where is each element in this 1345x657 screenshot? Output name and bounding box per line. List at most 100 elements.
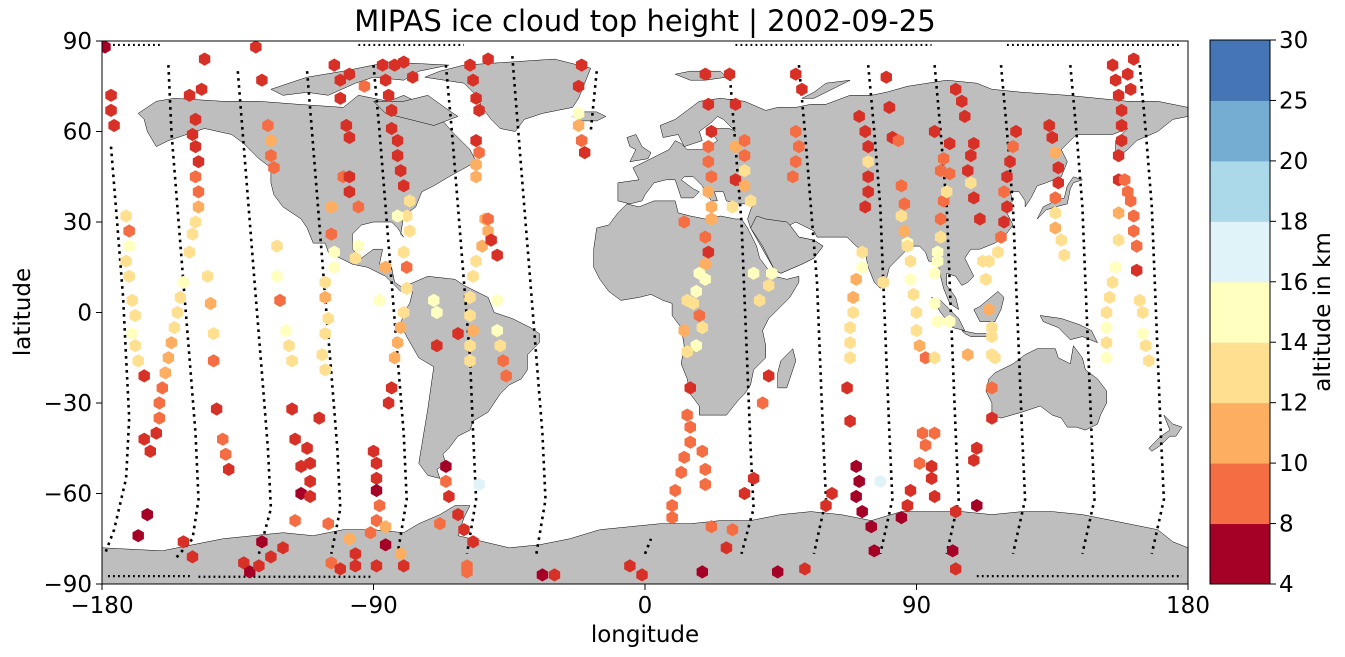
cloud-hex-cell: [1100, 321, 1113, 335]
cloud-hex-cell: [452, 508, 464, 522]
cloud-hex-cell: [404, 194, 416, 208]
cloud-hex-cell: [913, 339, 926, 353]
cloud-hex-cell: [132, 354, 144, 368]
cloud-hex-cell: [738, 179, 751, 193]
cloud-hex-cell: [636, 568, 648, 582]
cloud-hex-cell: [699, 257, 711, 271]
cloud-hex-cell: [844, 336, 856, 350]
cloud-hex-cell: [385, 381, 398, 395]
orbit-track: [305, 71, 342, 555]
cloud-hex-cell: [123, 269, 135, 283]
cloud-hex-cell: [738, 149, 751, 163]
cloud-hex-cell: [1043, 118, 1055, 133]
cloud-hex-cell: [1001, 170, 1013, 184]
cloud-hex-cell: [928, 124, 941, 139]
cloud-hex-cell: [156, 381, 168, 395]
cloud-hex-cell: [391, 149, 404, 163]
cloud-hex-cell: [123, 239, 135, 253]
cloud-hex-cell: [1131, 239, 1143, 253]
cloud-hex-cell: [223, 462, 235, 476]
cloud-hex-cell: [826, 486, 838, 501]
cloud-hex-cell: [959, 109, 971, 123]
cloud-hex-cell: [398, 245, 410, 259]
cloud-hex-cell: [1137, 305, 1149, 320]
cloud-hex-cell: [138, 369, 150, 383]
cloud-hex-cell: [934, 164, 947, 178]
cloud-hex-cell: [847, 305, 859, 320]
cloud-hex-cell: [1010, 124, 1022, 139]
cloud-hex-cell: [901, 499, 914, 513]
cloud-hex-cell: [753, 293, 766, 307]
cloud-hex-cell: [313, 411, 325, 425]
cloud-hex-cell: [696, 321, 708, 335]
cloud-hex-cell: [177, 535, 190, 549]
cloud-hex-cell: [391, 134, 404, 148]
cloud-hex-cell: [678, 215, 690, 229]
cloud-hex-cell: [183, 245, 196, 259]
cloud-hex-cell: [376, 58, 389, 72]
cloud-hex-cell: [105, 103, 117, 117]
cloud-hex-cell: [464, 339, 476, 353]
cloud-hex-cell: [1128, 52, 1140, 66]
cloud-hex-cell: [1143, 354, 1155, 368]
colorbar-segment: [1210, 221, 1270, 283]
cloud-hex-cell: [1001, 200, 1013, 214]
colorbar-tick-label: 25: [1279, 88, 1308, 114]
cloud-hex-cell: [696, 565, 708, 579]
cloud-hex-cell: [177, 275, 190, 289]
cloud-hex-cell: [862, 155, 874, 169]
cloud-hex-cell: [763, 278, 775, 292]
cloud-hex-cell: [853, 109, 865, 123]
cloud-hex-cell: [941, 185, 953, 199]
cloud-hex-cell: [304, 474, 316, 488]
cloud-hex-cell: [349, 559, 362, 573]
cloud-hex-cell: [183, 88, 196, 102]
cloud-hex-cell: [1106, 275, 1119, 289]
cloud-hex-cell: [1134, 293, 1146, 307]
cloud-hex-cell: [301, 441, 313, 455]
cloud-hex-cell: [274, 293, 286, 307]
cloud-hex-cell: [693, 308, 705, 323]
cloud-hex-cell: [934, 212, 947, 226]
cloud-hex-cell: [699, 477, 711, 492]
cloud-hex-cell: [476, 239, 488, 253]
new-guinea-land: [1039, 315, 1099, 344]
cloud-hex-cell: [690, 339, 702, 353]
cloud-hex-cell: [726, 523, 739, 537]
cloud-hex-cell: [491, 324, 503, 338]
cloud-hex-cell: [391, 336, 404, 350]
cloud-hex-cell: [763, 369, 775, 383]
cloud-hex-cell: [793, 140, 805, 154]
cloud-hex-cell: [850, 272, 862, 286]
orbit-track: [866, 64, 894, 555]
cloud-hex-cell: [431, 305, 443, 320]
cloud-hex-cell: [207, 327, 220, 341]
cloud-hex-cell: [141, 508, 153, 522]
cloud-hex-cell: [349, 547, 362, 561]
orbit-track: [372, 64, 409, 555]
cloud-hex-cell: [986, 411, 998, 425]
cloud-hex-cell: [394, 164, 407, 178]
cloud-hex-cell: [265, 550, 277, 564]
cloud-hex-cell: [744, 194, 757, 208]
cloud-hex-cell: [572, 79, 585, 93]
cloud-hex-cell: [720, 541, 733, 555]
cloud-hex-cell: [328, 260, 340, 274]
orbit-track: [728, 71, 755, 555]
cloud-hex-cell: [244, 565, 256, 579]
cloud-hex-cell: [738, 134, 751, 148]
cloud-hex-cell: [358, 79, 371, 93]
cloud-hex-cell: [1137, 327, 1149, 341]
cloud-hex-cell: [458, 523, 470, 537]
cloud-hex-cell: [1122, 67, 1134, 81]
cloud-hex-cell: [289, 432, 301, 446]
cloud-hex-cell: [1100, 336, 1113, 350]
cloud-hex-cell: [470, 170, 482, 184]
cloud-hex-cell: [1058, 248, 1070, 262]
cloud-hex-cell: [986, 381, 998, 395]
cloud-hex-cell: [862, 170, 874, 184]
cloud-hex-cell: [1125, 194, 1137, 208]
cloud-hex-cell: [705, 520, 718, 534]
cloud-hex-cell: [666, 499, 678, 513]
